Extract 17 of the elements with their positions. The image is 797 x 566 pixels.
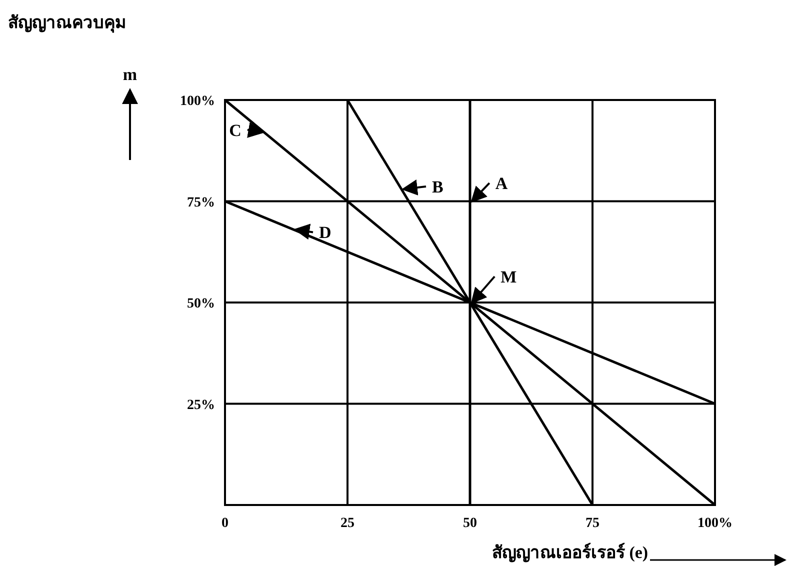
- annotation: A: [495, 174, 508, 194]
- annotation: C: [229, 120, 242, 140]
- y-axis-title: สัญญาณควบคุม: [8, 13, 126, 33]
- y-tick-label: 50%: [187, 296, 215, 312]
- x-tick-label: 100%: [698, 516, 732, 531]
- x-tick-label: 0: [222, 516, 228, 531]
- y-tick-label: 100%: [180, 94, 215, 109]
- x-axis-title: สัญญาณเออร์เรอร์ (e): [492, 542, 648, 563]
- x-tick-label: 50: [463, 516, 477, 531]
- annotation: B: [432, 178, 444, 196]
- x-tick-label: 25: [340, 516, 354, 531]
- y-tick-label: 25%: [187, 398, 215, 413]
- annotation: D: [319, 223, 332, 242]
- y-tick-label: 75%: [187, 195, 215, 210]
- x-tick-label: 75: [586, 516, 600, 531]
- text: m: [122, 65, 138, 84]
- annotation: M: [500, 268, 517, 286]
